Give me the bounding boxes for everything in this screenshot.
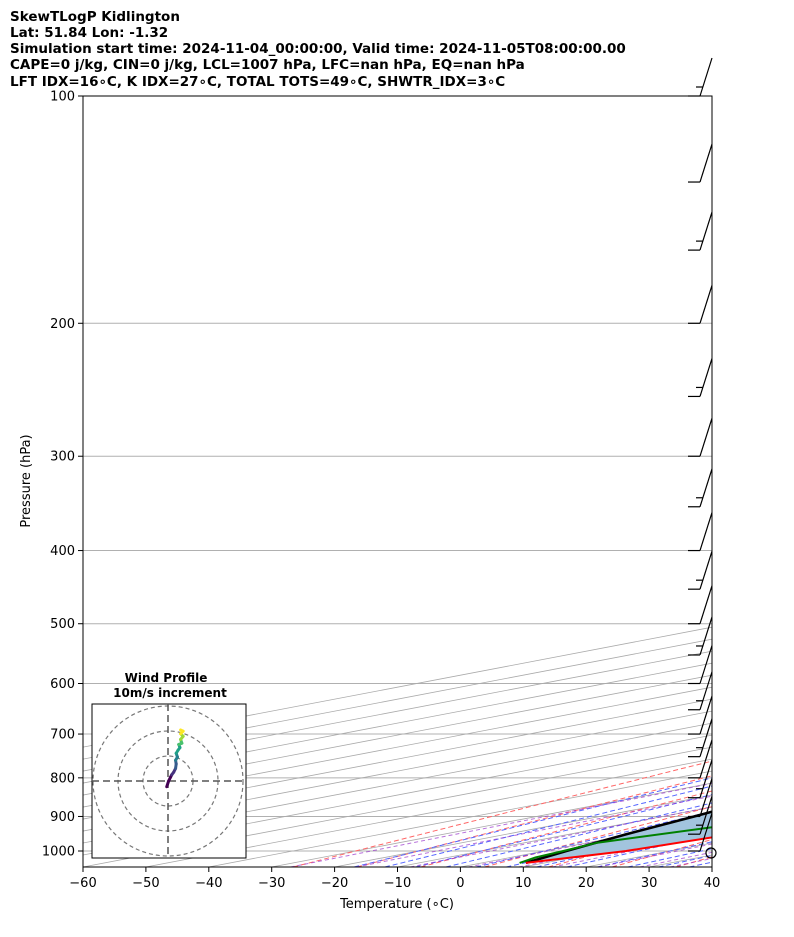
inset-title-line-2: 10m/s increment xyxy=(113,686,227,700)
mixing-ratio-line xyxy=(410,806,712,867)
wind-barb xyxy=(688,671,713,711)
temperature-profile-line xyxy=(525,836,712,864)
isotherm-line xyxy=(271,782,712,867)
wind-barb xyxy=(688,550,713,590)
x-tick-label: −30 xyxy=(258,876,285,891)
wind-barb xyxy=(688,468,713,508)
moist-adiabat-line xyxy=(627,848,712,867)
wind-barb xyxy=(688,645,713,685)
wind-barb xyxy=(688,211,713,251)
moist-adiabat-line xyxy=(415,793,712,867)
x-axis-label: Temperature (∘C) xyxy=(339,897,454,912)
wind-barb xyxy=(688,812,713,852)
moist-adiabat-line xyxy=(689,861,712,867)
y-tick-label: 300 xyxy=(50,450,75,465)
wind-barb xyxy=(688,695,713,735)
isotherm-line xyxy=(711,866,712,867)
y-tick-label: 400 xyxy=(50,544,75,559)
cin-shaded-area xyxy=(525,811,712,863)
wind-barb xyxy=(688,616,713,656)
moist-adiabat-line xyxy=(384,785,712,867)
y-tick-label: 900 xyxy=(50,810,75,825)
isotherm-line xyxy=(397,806,712,867)
isotherm-line xyxy=(83,662,712,784)
wind-barb xyxy=(688,759,713,799)
moist-adiabat-line xyxy=(720,96,794,867)
isotherm-line xyxy=(83,698,712,820)
y-tick-label: 200 xyxy=(50,317,75,332)
wind-barb xyxy=(688,778,713,818)
y-tick-label: 600 xyxy=(50,677,75,692)
isotherm-line xyxy=(83,734,712,856)
moist-adiabat-line xyxy=(475,810,712,867)
axes: −60 −50 −40 −30 −20 −10 0 10 20 30 40 100 200 300 400 5… xyxy=(42,90,720,892)
moist-adiabat-line xyxy=(506,818,712,867)
wind-profile-inset: Wind Profile 10m/s increment xyxy=(91,671,247,859)
dry-adiabat-line xyxy=(420,790,712,867)
x-tick-label: 20 xyxy=(578,876,595,891)
x-tick-label: −60 xyxy=(69,876,96,891)
moist-adiabat-line xyxy=(353,777,712,867)
moist-adiabat-line xyxy=(566,834,712,867)
inset-title-line-1: Wind Profile xyxy=(125,671,208,685)
mixing-ratio-line xyxy=(356,795,712,867)
y-axis-label: Pressure (hPa) xyxy=(19,434,34,527)
dry-adiabat-line xyxy=(484,806,712,867)
x-tick-label: −40 xyxy=(195,876,222,891)
title-line-1: SkewTLogP Kidlington xyxy=(10,9,180,25)
title-line-3: Simulation start time: 2024-11-04_00:00:… xyxy=(10,41,626,57)
x-tick-label: −10 xyxy=(384,876,411,891)
moist-adiabat-line xyxy=(658,855,712,867)
mixing-ratio-line xyxy=(290,782,712,867)
y-tick-label: 100 xyxy=(50,90,75,105)
moist-adiabat-line xyxy=(536,826,712,867)
y-tick-label: 700 xyxy=(50,728,75,743)
wind-barb xyxy=(688,512,713,552)
wind-barb xyxy=(688,57,713,97)
y-tick-label: 500 xyxy=(50,617,75,632)
wind-barb xyxy=(688,796,713,835)
moist-adiabat-line xyxy=(752,96,794,867)
calm-wind-circle xyxy=(705,847,717,859)
isotherm-line xyxy=(83,650,712,772)
dry-adiabat-line xyxy=(675,856,712,867)
x-tick-label: 0 xyxy=(456,876,464,891)
title-line-2: Lat: 51.84 Lon: -1.32 xyxy=(10,25,168,41)
isotherm-line xyxy=(775,96,794,867)
wind-barb xyxy=(688,739,713,779)
x-tick-label: 30 xyxy=(641,876,658,891)
wind-barb xyxy=(688,418,713,457)
y-tick-label: 800 xyxy=(50,771,75,786)
x-tick-label: 10 xyxy=(515,876,532,891)
title-line-4: CAPE=0 j/kg, CIN=0 j/kg, LCL=1007 hPa, L… xyxy=(10,57,525,73)
x-tick-label: −20 xyxy=(321,876,348,891)
wind-barb xyxy=(688,285,713,324)
wind-barb xyxy=(688,358,713,398)
wind-barbs xyxy=(688,57,717,859)
isotherm-line xyxy=(83,722,712,844)
y-tick-label: 1000 xyxy=(42,845,75,860)
isotherm-line xyxy=(649,854,712,867)
hodograph-segment xyxy=(179,728,185,733)
parcel-profile-line xyxy=(525,810,712,865)
wind-barb xyxy=(688,143,713,183)
title-block: SkewTLogP Kidlington Lat: 51.84 Lon: -1.… xyxy=(10,9,626,90)
title-line-5: LFT IDX=16∘C, K IDX=27∘C, TOTAL TOTS=49∘… xyxy=(10,74,505,90)
wind-barb xyxy=(688,585,713,625)
dry-adiabat-line xyxy=(548,822,712,867)
isotherm-line xyxy=(83,710,712,832)
x-tick-label: 40 xyxy=(704,876,721,891)
dewpoint-profile-line xyxy=(519,826,712,864)
isotherm-line xyxy=(83,686,712,808)
wind-barb xyxy=(688,718,713,758)
dry-adiabat-line xyxy=(293,760,712,867)
x-tick-label: −50 xyxy=(132,876,159,891)
dry-adiabat-line xyxy=(740,79,794,867)
isotherm-line xyxy=(83,674,712,796)
moist-adiabat-line xyxy=(445,802,712,867)
